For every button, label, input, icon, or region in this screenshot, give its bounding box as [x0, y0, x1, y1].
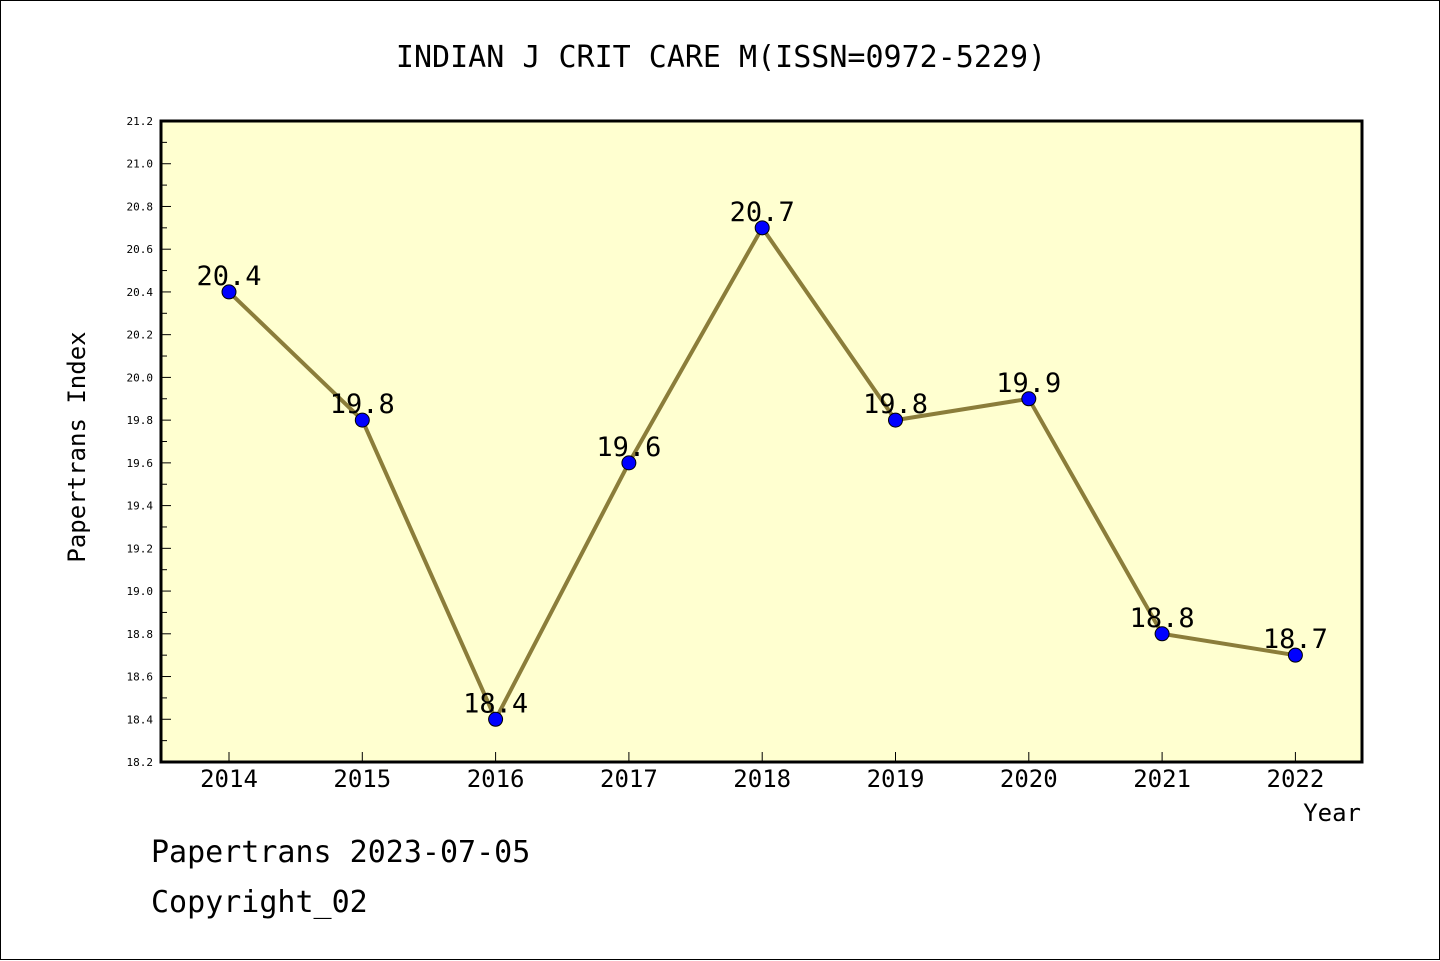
y-tick-label: 20.4	[127, 286, 154, 299]
data-point	[354, 412, 370, 428]
data-label: 20.4	[196, 261, 261, 292]
y-axis-label: Papertrans Index	[63, 331, 91, 562]
y-tick-label: 19.8	[127, 414, 154, 427]
data-point	[1287, 647, 1303, 663]
data-label: 18.8	[1130, 603, 1195, 634]
data-label: 19.8	[330, 389, 395, 420]
data-point	[754, 220, 770, 236]
y-tick-label: 18.2	[127, 756, 154, 769]
x-axis-label: Year	[1303, 799, 1361, 827]
x-tick-label: 2014	[200, 765, 258, 793]
y-tick-label: 18.8	[127, 628, 154, 641]
y-tick-label: 19.4	[127, 500, 154, 513]
x-tick-label: 2022	[1267, 765, 1325, 793]
data-label: 19.8	[863, 389, 928, 420]
y-tick-label: 21.0	[127, 158, 154, 171]
data-label: 20.7	[730, 197, 795, 228]
data-point	[888, 412, 903, 428]
y-tick-label: 19.2	[127, 542, 154, 555]
x-tick-label: 2017	[600, 765, 658, 793]
data-point	[488, 711, 504, 727]
data-point	[1021, 391, 1037, 407]
data-point	[221, 284, 237, 300]
series-line-group	[221, 220, 1303, 727]
y-axis: 18.2 18.4 18.6 18.8 19.0 19.2 19.4 19.6 19.8 20.0…	[127, 115, 171, 769]
x-tick-label: 2018	[733, 765, 791, 793]
data-point	[1154, 626, 1170, 642]
data-point	[621, 455, 637, 471]
x-tick-label: 2019	[867, 765, 925, 793]
y-tick-label: 19.6	[127, 457, 154, 470]
y-tick-label: 20.2	[127, 329, 154, 342]
y-tick-label: 20.6	[127, 243, 154, 256]
data-label-group: 20.4 19.8 18.4 19.6 20.7 19.8 19.9 18.8 18.7	[196, 197, 1327, 719]
y-tick-label: 19.0	[127, 585, 154, 598]
data-label: 18.7	[1263, 624, 1328, 655]
x-tick-label: 2016	[467, 765, 525, 793]
footer-copyright: Copyright_02	[151, 885, 368, 920]
y-tick-label: 18.4	[127, 713, 154, 726]
chart-title: INDIAN J CRIT CARE M(ISSN=0972-5229)	[396, 40, 1046, 75]
y-tick-label: 20.0	[127, 371, 154, 384]
y-tick-label: 18.6	[127, 671, 154, 684]
y-tick-label: 20.8	[127, 200, 154, 213]
footer-date: Papertrans 2023-07-05	[151, 835, 531, 870]
x-tick-label: 2020	[1000, 765, 1058, 793]
x-tick-label: 2021	[1133, 765, 1191, 793]
data-label: 19.6	[596, 432, 661, 463]
y-tick-label: 21.2	[127, 115, 154, 128]
data-label: 19.9	[996, 368, 1061, 399]
data-label: 18.4	[463, 688, 528, 719]
x-tick-label: 2015	[333, 765, 391, 793]
x-axis: 2014 2015 2016 2017 2018 2019 2020 2021 2022	[200, 752, 1324, 793]
